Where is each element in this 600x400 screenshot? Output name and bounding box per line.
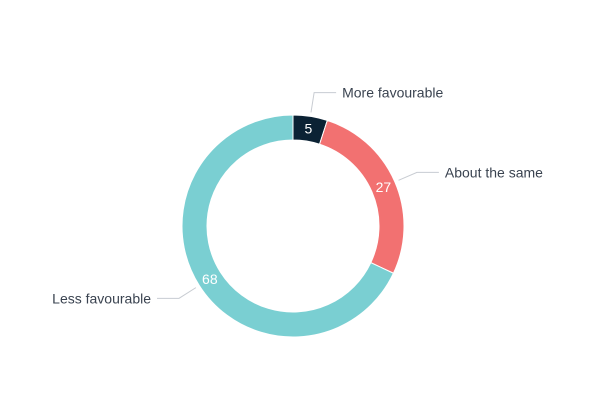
leader-line-about-the-same: [398, 171, 439, 181]
category-label-about-the-same: About the same: [445, 164, 543, 180]
value-label-more-favourable: 5: [305, 121, 313, 137]
leader-lines-layer: [157, 92, 439, 299]
value-label-less-favourable: 68: [202, 271, 218, 287]
category-label-more-favourable: More favourable: [342, 85, 443, 101]
leader-line-less-favourable: [157, 287, 197, 299]
value-labels-layer: 5 27 68: [202, 121, 391, 287]
leader-line-more-favourable: [310, 92, 337, 113]
slices-layer: [181, 114, 405, 338]
slice-less-favourable[interactable]: [181, 114, 395, 338]
category-label-less-favourable: Less favourable: [52, 290, 151, 306]
value-label-about-the-same: 27: [376, 179, 392, 195]
category-labels-layer: More favourable About the same Less favour…: [52, 85, 543, 307]
slice-about-the-same[interactable]: [318, 119, 405, 274]
